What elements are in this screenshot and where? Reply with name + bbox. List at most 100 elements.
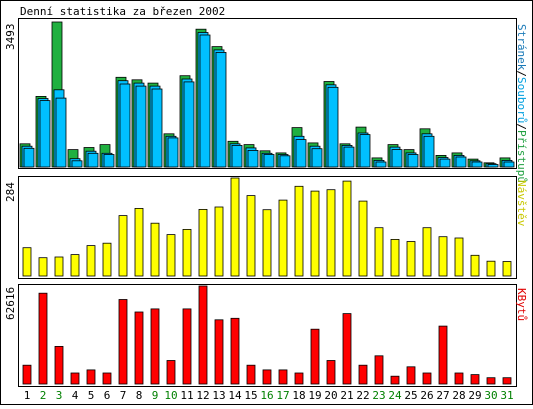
bar-top-Stránek-19 [311,148,323,168]
bar-top-Stránek-17 [279,155,291,168]
x-tick-label-12: 12 [196,389,209,402]
side-label-top: Stránek/Souborů/Přístupů [515,24,528,183]
bar-bottom-KBytů-12 [198,285,208,385]
x-tick-label-7: 7 [120,389,127,402]
bar-top-Stránek-22 [359,134,371,168]
bar-bottom-KBytů-14 [230,317,240,385]
bar-middle-Návštěv-5 [86,245,96,277]
x-axis-labels: 1 2 3 4 5 6 7 8 9 10 11 12 13 14 15 16 17 18 19 20 21 22 23 24 2… [24,389,514,402]
bar-middle-Návštěv-25 [406,241,416,277]
x-tick-label-13: 13 [212,389,225,402]
bar-top-Stránek-16 [263,154,275,168]
bar-middle-Návštěv-26 [422,227,432,277]
bar-top-Stránek-4 [71,160,83,168]
panel-middle-scale-label: 284 [4,182,17,202]
bar-middle-Návštěv-3 [54,256,64,277]
bar-middle-Návštěv-21 [342,180,352,277]
x-tick-label-21: 21 [340,389,353,402]
bar-middle-Návštěv-7 [118,215,128,277]
x-tick-label-4: 4 [72,389,79,402]
bar-bottom-KBytů-30 [486,377,496,385]
x-tick-label-30: 30 [484,389,497,402]
bar-top-Stránek-28 [455,156,467,168]
bar-bottom-KBytů-21 [342,313,352,385]
bar-middle-Návštěv-15 [246,195,256,277]
bar-middle-Návštěv-24 [390,238,400,277]
bar-middle-Návštěv-12 [198,208,208,277]
bar-bottom-KBytů-28 [454,372,464,385]
x-tick-label-20: 20 [324,389,337,402]
x-tick-label-27: 27 [436,389,449,402]
bar-bottom-KBytů-20 [326,360,336,385]
bar-top-Stránek-10 [167,137,179,168]
x-tick-label-29: 29 [468,389,481,402]
bar-top-Stránek-6 [103,154,115,168]
bar-bottom-KBytů-17 [278,369,288,385]
x-tick-label-11: 11 [180,389,193,402]
bar-middle-Návštěv-28 [454,237,464,277]
side-label-part: / [515,70,528,77]
side-label-part: Souborů [515,77,528,123]
bar-top-Stránek-1 [23,147,35,168]
bar-top-Stránek-31 [503,161,515,168]
bar-middle-Návštěv-19 [310,190,320,277]
bar-middle-Návštěv-30 [486,260,496,277]
bar-bottom-KBytů-31 [502,377,512,385]
bar-middle-Návštěv-11 [182,228,192,277]
bar-bottom-KBytů-27 [438,325,448,385]
x-tick-label-26: 26 [420,389,433,402]
bar-middle-Návštěv-14 [230,177,240,277]
bar-middle-Návštěv-23 [374,227,384,277]
side-label-part: Stránek [515,24,528,71]
x-tick-label-22: 22 [356,389,369,402]
bar-top-Stránek-5 [87,152,99,168]
panel-bottom-frame [18,284,517,387]
bar-top-Stránek-25 [407,154,419,168]
bar-top-Stránek-18 [295,139,307,168]
bar-middle-Návštěv-20 [326,189,336,277]
x-tick-label-23: 23 [372,389,385,402]
bar-middle-Návštěv-22 [358,200,368,277]
x-tick-label-16: 16 [260,389,273,402]
bar-bottom-KBytů-15 [246,364,256,385]
bar-bottom-KBytů-6 [102,372,112,385]
x-tick-label-17: 17 [276,389,289,402]
x-tick-label-10: 10 [164,389,177,402]
bar-middle-Návštěv-2 [38,257,48,277]
bar-bottom-KBytů-23 [374,355,384,385]
x-tick-label-14: 14 [228,389,242,402]
bar-middle-Návštěv-10 [166,234,176,277]
x-tick-label-19: 19 [308,389,321,402]
x-tick-label-31: 31 [500,389,513,402]
bar-bottom-KBytů-2 [38,292,48,385]
x-tick-label-15: 15 [244,389,257,402]
bar-bottom-KBytů-18 [294,372,304,385]
bar-bottom-KBytů-16 [262,369,272,385]
bars-layer [19,21,515,385]
bar-bottom-KBytů-13 [214,319,224,385]
bar-middle-Návštěv-27 [438,236,448,277]
panel-bottom-scale-label: 62616 [4,287,17,320]
bar-top-Stránek-21 [343,146,355,168]
bar-top-Stránek-7 [119,83,131,168]
bar-middle-Návštěv-9 [150,222,160,277]
bar-bottom-KBytů-10 [166,360,176,385]
x-tick-label-9: 9 [152,389,159,402]
x-tick-label-18: 18 [292,389,305,402]
bar-bottom-KBytů-22 [358,364,368,385]
x-tick-label-24: 24 [388,389,402,402]
bar-top-Stránek-30 [487,164,499,168]
side-label-part: Přístupů [515,130,528,183]
side-label-middle: Návštěv [515,180,528,227]
x-tick-label-3: 3 [56,389,63,402]
x-tick-label-1: 1 [24,389,31,402]
bar-bottom-KBytů-24 [390,375,400,385]
bar-top-Stránek-23 [375,161,387,168]
bar-middle-Návštěv-16 [262,209,272,277]
side-label-part: KBytů [515,288,528,321]
side-label-part: Návštěv [515,180,528,227]
bar-top-Stránek-24 [391,149,403,168]
bar-middle-Návštěv-8 [134,207,144,277]
